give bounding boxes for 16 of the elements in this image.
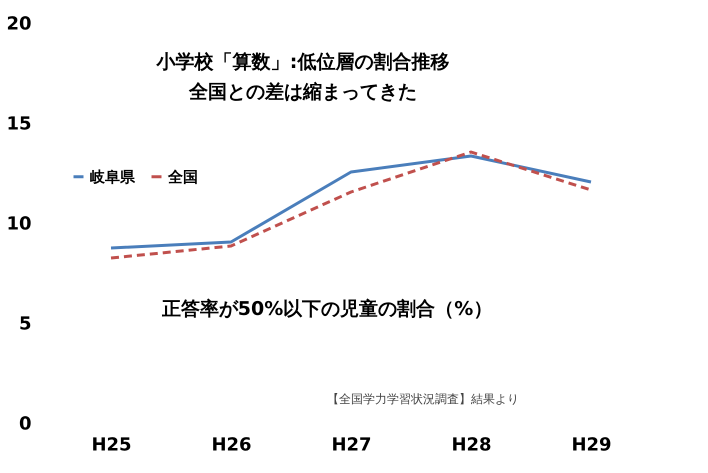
y-tick-label: 0	[18, 414, 32, 434]
x-tick-label: H26	[211, 434, 252, 456]
x-tick-label: H28	[451, 434, 492, 456]
x-tick-label: H29	[571, 434, 612, 456]
text: 全国との差は縮まってきた	[188, 81, 417, 103]
y-tick-label: 20	[6, 14, 32, 34]
x-tick-label: H25	[91, 434, 132, 456]
legend-label: 岐阜県	[90, 168, 136, 186]
y-tick-label: 10	[6, 214, 32, 234]
annotation: 【全国学力学習状況調査】結果より	[327, 392, 519, 406]
x-tick-label: H27	[331, 434, 372, 456]
y-tick-label: 15	[6, 114, 32, 134]
legend-label: 全国	[167, 168, 198, 186]
y-tick-label: 5	[18, 314, 32, 334]
annotation: 正答率が50%以下の児童の割合（%）	[160, 298, 492, 320]
text: 小学校「算数」:低位層の割合推移	[156, 51, 450, 73]
